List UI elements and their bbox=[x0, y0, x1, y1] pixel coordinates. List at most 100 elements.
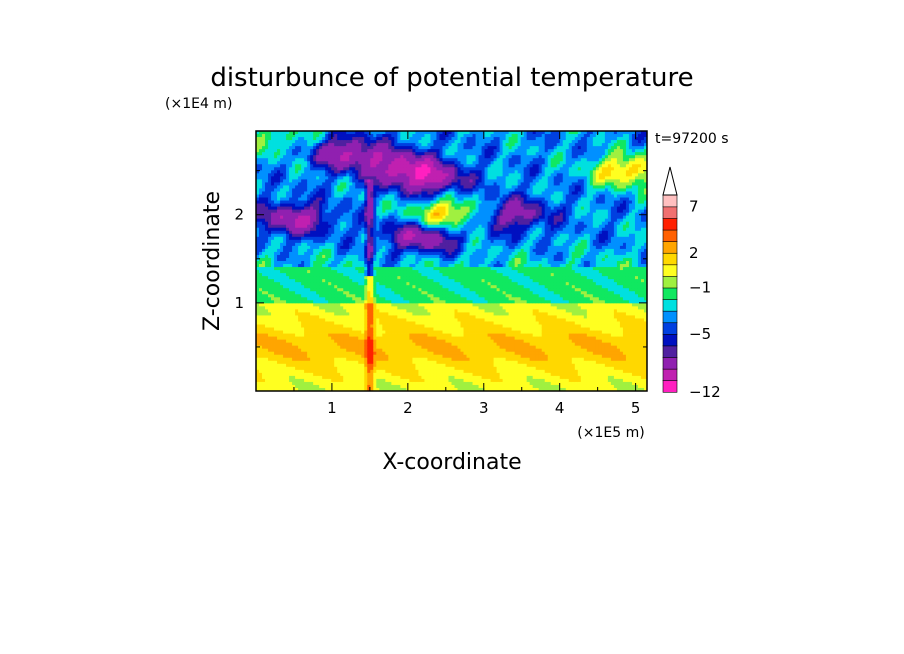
field-cell bbox=[277, 336, 281, 340]
field-cell bbox=[271, 224, 275, 229]
field-cell bbox=[382, 264, 386, 268]
field-cell bbox=[424, 185, 428, 189]
field-cell bbox=[319, 261, 323, 265]
field-cell bbox=[304, 270, 308, 274]
field-cell bbox=[256, 384, 260, 389]
field-cell bbox=[286, 294, 290, 298]
field-cell bbox=[409, 176, 413, 180]
field-cell bbox=[268, 242, 272, 247]
field-cell bbox=[364, 176, 368, 180]
field-cell bbox=[256, 387, 260, 392]
field-cell bbox=[427, 200, 431, 204]
field-cell bbox=[331, 206, 335, 210]
field-cell bbox=[379, 143, 383, 147]
field-cell bbox=[364, 143, 368, 147]
field-cell bbox=[400, 345, 404, 350]
field-cell bbox=[262, 336, 266, 340]
field-cell bbox=[271, 366, 275, 371]
field-cell bbox=[421, 327, 425, 331]
field-cell bbox=[346, 206, 350, 210]
field-cell bbox=[403, 254, 407, 259]
field-cell bbox=[361, 264, 365, 268]
field-cell bbox=[331, 221, 335, 226]
field-cell bbox=[334, 276, 338, 280]
field-cell bbox=[400, 288, 404, 292]
field-cell bbox=[322, 303, 326, 307]
field-cell bbox=[376, 230, 380, 235]
field-cell bbox=[412, 369, 416, 374]
field-cell bbox=[361, 131, 365, 135]
field-cell bbox=[415, 312, 419, 316]
field-cell bbox=[271, 158, 275, 162]
field-cell bbox=[421, 294, 425, 298]
field-cell bbox=[283, 191, 287, 195]
field-cell bbox=[355, 146, 359, 150]
field-cell bbox=[346, 152, 350, 156]
field-cell bbox=[328, 318, 332, 322]
field-cell bbox=[346, 354, 350, 359]
field-cell bbox=[364, 164, 368, 168]
field-cell bbox=[412, 209, 416, 214]
field-cell bbox=[385, 179, 389, 183]
field-cell bbox=[325, 318, 329, 322]
field-cell bbox=[313, 387, 317, 392]
field-cell bbox=[343, 264, 347, 268]
field-cell bbox=[262, 276, 266, 280]
field-cell bbox=[412, 315, 416, 319]
field-cell bbox=[406, 257, 410, 262]
field-cell bbox=[370, 227, 374, 232]
field-cell bbox=[259, 242, 263, 247]
field-cell bbox=[331, 363, 335, 368]
field-cell bbox=[328, 248, 332, 253]
field-cell bbox=[319, 197, 323, 201]
field-cell bbox=[322, 248, 326, 253]
field-cell bbox=[319, 330, 323, 334]
field-cell bbox=[295, 182, 299, 186]
field-cell bbox=[322, 342, 326, 347]
field-cell bbox=[304, 297, 308, 301]
field-cell bbox=[340, 312, 344, 316]
field-cell bbox=[406, 197, 410, 201]
field-cell bbox=[397, 372, 401, 377]
field-cell bbox=[346, 312, 350, 316]
field-cell bbox=[427, 291, 431, 295]
field-cell bbox=[394, 312, 398, 316]
field-cell bbox=[373, 170, 377, 174]
field-cell bbox=[334, 318, 338, 322]
field-cell bbox=[274, 282, 278, 286]
field-cell bbox=[322, 321, 326, 325]
field-cell bbox=[295, 369, 299, 374]
field-cell bbox=[352, 360, 356, 365]
field-cell bbox=[316, 276, 320, 280]
field-cell bbox=[343, 387, 347, 392]
field-cell bbox=[403, 267, 407, 271]
field-cell bbox=[256, 321, 260, 325]
field-cell bbox=[391, 179, 395, 183]
field-cell bbox=[268, 372, 272, 377]
field-cell bbox=[352, 306, 356, 310]
field-cell bbox=[397, 197, 401, 201]
field-cell bbox=[370, 137, 374, 141]
field-cell bbox=[316, 294, 320, 298]
field-cell bbox=[364, 188, 368, 192]
field-cell bbox=[343, 188, 347, 192]
field-cell bbox=[268, 143, 272, 147]
field-cell bbox=[373, 251, 377, 256]
field-cell bbox=[394, 351, 398, 356]
field-cell bbox=[349, 261, 353, 265]
field-cell bbox=[259, 152, 263, 156]
field-cell bbox=[292, 146, 296, 150]
field-cell bbox=[412, 200, 416, 204]
field-cell bbox=[385, 336, 389, 340]
field-cell bbox=[424, 245, 428, 250]
field-cell bbox=[370, 369, 374, 374]
field-cell bbox=[394, 158, 398, 162]
field-cell bbox=[427, 309, 431, 313]
field-cell bbox=[298, 324, 302, 328]
field-cell bbox=[313, 251, 317, 256]
field-cell bbox=[304, 306, 308, 310]
field-cell bbox=[376, 236, 380, 241]
field-cell bbox=[352, 185, 356, 189]
field-cell bbox=[280, 360, 284, 365]
field-cell bbox=[289, 264, 293, 268]
